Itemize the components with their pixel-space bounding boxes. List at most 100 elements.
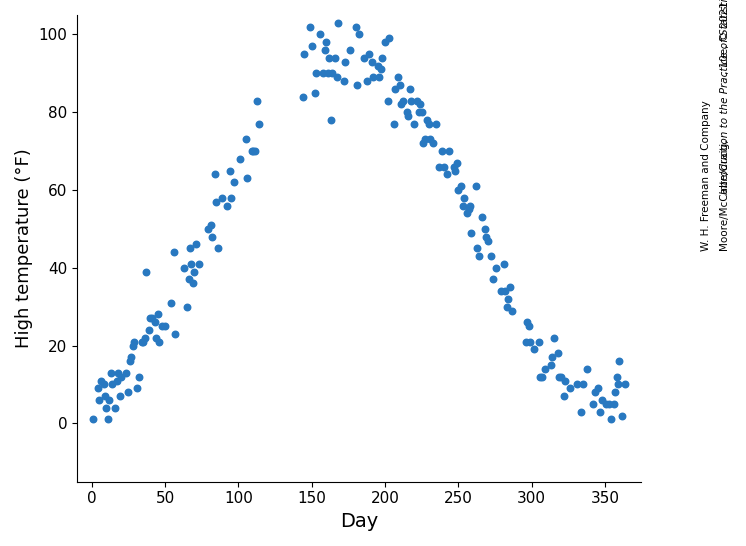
Point (115, 372, 127, 381)
Point (408, 120, 420, 128)
Point (608, 400, 620, 408)
Point (495, 287, 507, 295)
Point (315, 30, 327, 39)
Point (239, 135, 251, 144)
Point (404, 85, 416, 93)
Point (189, 268, 201, 276)
Point (224, 166, 236, 175)
Point (113, 392, 125, 401)
Point (476, 213, 488, 222)
Point (221, 201, 233, 210)
Y-axis label: High temperature (°F): High temperature (°F) (15, 149, 33, 348)
Point (520, 337, 532, 346)
Point (131, 384, 143, 393)
Point (319, 46, 330, 55)
Point (414, 100, 426, 109)
Point (507, 306, 518, 315)
Point (363, 50, 374, 58)
Point (382, 96, 394, 105)
Point (98, 380, 110, 389)
Point (201, 224, 213, 233)
Point (372, 61, 383, 70)
Point (339, 57, 351, 66)
Point (470, 182, 482, 191)
Point (326, 69, 338, 78)
Point (149, 318, 161, 327)
Point (102, 415, 114, 424)
Point (112, 369, 124, 377)
Point (139, 334, 151, 342)
Point (466, 228, 477, 237)
Point (504, 283, 515, 292)
Point (366, 57, 377, 66)
Point (245, 147, 257, 156)
Point (558, 392, 570, 401)
Point (581, 365, 593, 373)
Point (395, 100, 407, 109)
Point (99, 392, 111, 401)
Point (405, 96, 417, 105)
Point (309, 88, 321, 97)
Point (212, 244, 224, 253)
Point (128, 337, 140, 346)
Point (455, 182, 467, 191)
Text: W. H. Freeman and Company: W. H. Freeman and Company (701, 100, 711, 251)
Point (225, 193, 237, 202)
Point (571, 380, 583, 389)
Point (105, 369, 117, 377)
Point (487, 275, 499, 284)
Point (416, 108, 427, 117)
Point (234, 155, 246, 163)
Point (388, 120, 400, 128)
Point (401, 108, 413, 117)
Point (545, 361, 557, 370)
Point (577, 380, 589, 389)
Point (485, 252, 497, 260)
Point (619, 380, 631, 389)
Point (110, 376, 122, 385)
Point (320, 38, 332, 46)
Point (610, 372, 622, 381)
Point (601, 400, 612, 408)
Point (564, 384, 576, 393)
Point (127, 341, 139, 350)
Point (181, 302, 193, 311)
Point (186, 259, 198, 268)
Point (587, 400, 599, 408)
Point (373, 73, 385, 81)
Point (350, 22, 362, 31)
Point (322, 69, 333, 78)
Point (438, 162, 450, 171)
Point (168, 248, 180, 257)
Point (184, 244, 196, 253)
Point (125, 353, 137, 361)
Point (609, 388, 621, 396)
Point (533, 337, 545, 346)
Point (210, 197, 222, 206)
Point (310, 69, 322, 78)
Point (392, 73, 404, 81)
Point (151, 334, 163, 342)
Text: , 10e, © 2021: , 10e, © 2021 (720, 1, 730, 74)
Point (92, 384, 104, 393)
Point (122, 388, 134, 396)
Point (417, 139, 429, 148)
Point (448, 162, 460, 171)
Point (427, 139, 439, 148)
Point (298, 50, 310, 58)
Point (430, 120, 442, 128)
Point (473, 252, 485, 260)
Point (616, 411, 628, 420)
Point (536, 372, 548, 381)
Point (479, 224, 491, 233)
Point (604, 400, 615, 408)
Point (411, 96, 423, 105)
Point (490, 263, 502, 272)
Point (306, 41, 318, 50)
Point (325, 116, 336, 124)
Point (190, 240, 202, 249)
Point (433, 162, 445, 171)
Point (421, 116, 433, 124)
Point (524, 337, 536, 346)
Point (359, 54, 371, 62)
